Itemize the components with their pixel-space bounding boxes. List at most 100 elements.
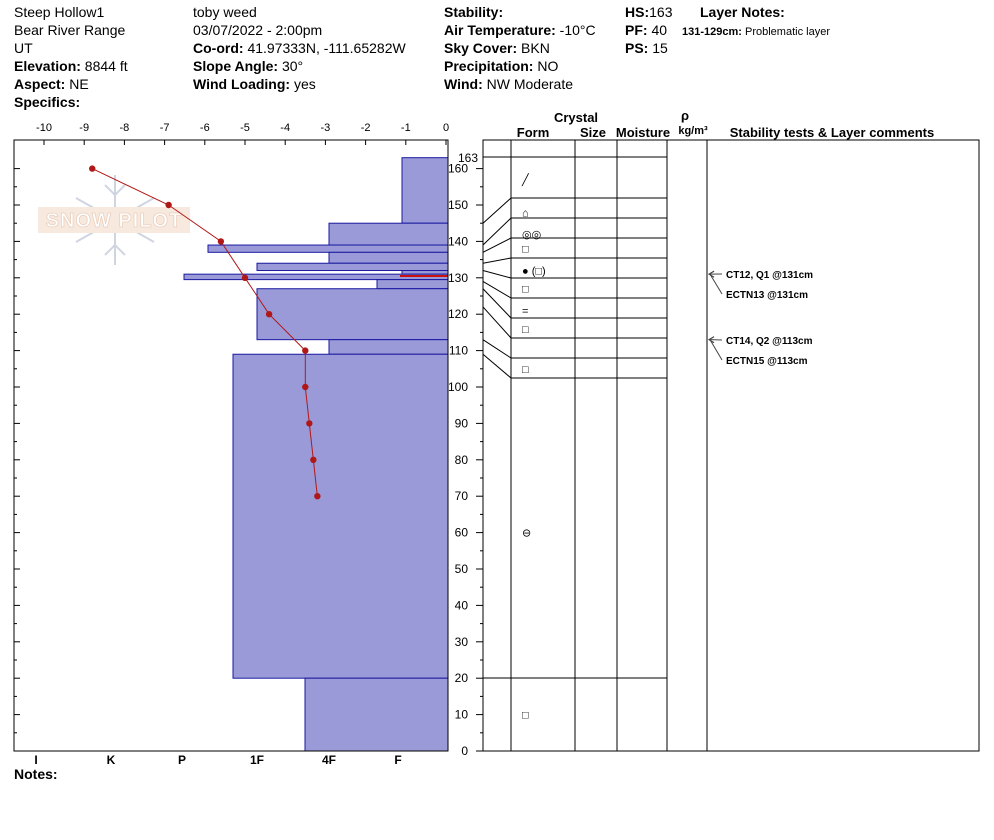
layer-connector: [482, 339, 512, 359]
layer-connector: [482, 281, 512, 299]
arrow-icon: [708, 270, 715, 278]
wind-row: Wind: NW Moderate: [444, 76, 573, 93]
temperature-point: [265, 311, 273, 318]
slope-row: Slope Angle: 30°: [193, 58, 303, 75]
coord-label: Co-ord:: [193, 40, 244, 56]
temperature-point: [310, 456, 317, 463]
temp-tick-label: -2: [361, 122, 371, 134]
hardness-bar: [328, 339, 449, 355]
crystal-form-symbol: □: [522, 364, 529, 376]
stability-test-label: CT14, Q2 @113cm: [726, 336, 813, 347]
hs-row: HS:163: [625, 4, 672, 21]
air-temp-row: Air Temperature: -10°C: [444, 22, 596, 39]
hardness-label: P: [178, 753, 186, 767]
hardness-axis: I K P 1F 4F F: [34, 753, 401, 767]
hardness-label: K: [107, 753, 116, 767]
hardness-label: I: [34, 753, 37, 767]
height-tick-label: 30: [455, 635, 469, 649]
temp-tick-label: -1: [401, 122, 411, 134]
hardness-label: 4F: [322, 753, 336, 767]
stability-test-label: ECTN13 @131cm: [726, 290, 808, 301]
height-tick-label: 120: [448, 307, 468, 321]
pf-value: 40: [651, 22, 668, 38]
air-temp-value: -10°C: [559, 22, 596, 38]
state: UT: [14, 40, 33, 56]
notes-label: Notes:: [14, 766, 58, 782]
height-axis: 0 10 20 30 40 50 60 70 80 90 100 110 120 130 140 150 160…: [14, 151, 483, 758]
wind-label: Wind:: [444, 76, 483, 92]
temperature-point: [217, 238, 225, 245]
crystal-header: Crystal: [554, 110, 598, 125]
temperature-point: [306, 420, 313, 427]
stability-header: Stability tests & Layer comments: [730, 125, 934, 140]
temp-tick-label: -6: [200, 122, 210, 134]
temp-tick-label: -7: [160, 122, 170, 134]
crystal-form-symbol: ⌂: [522, 207, 529, 219]
ps-label: PS:: [625, 40, 649, 56]
sky-label: Sky Cover:: [444, 40, 518, 56]
ps-value: 15: [652, 40, 668, 56]
density-unit-header: kg/m³: [678, 125, 708, 137]
height-tick-label: 110: [449, 344, 468, 358]
sky-value: BKN: [521, 40, 550, 56]
height-tick-label: 0: [461, 744, 468, 758]
height-tick-label: 140: [448, 234, 468, 248]
crystal-form-symbol: □: [522, 284, 529, 296]
hardness-bar: [207, 244, 449, 253]
form-header: Form: [517, 125, 550, 140]
hardness-bar: [376, 279, 449, 290]
aspect-label: Aspect:: [14, 76, 66, 92]
temperature-point: [302, 347, 309, 354]
watermark-band: [38, 207, 190, 233]
height-tick-label: 80: [455, 453, 469, 467]
height-tick-label: 70: [455, 489, 469, 503]
wind-loading-value: yes: [293, 76, 316, 92]
hardness-bar: [401, 157, 449, 224]
hardness-bar: [256, 288, 449, 341]
temperature-point: [241, 274, 249, 281]
temperature-axis: -10 -9 -8 -7 -6 -5 -4 -3 -2 -1 0: [36, 122, 449, 145]
hardness-bar: [401, 270, 449, 275]
pf-row: PF: 40: [625, 22, 667, 39]
crystal-form-symbol: ⊖: [522, 528, 531, 540]
table-rows: [483, 156, 667, 679]
temperature-point: [89, 165, 96, 172]
rho-header: ρ: [681, 108, 689, 123]
layer-connector: [482, 257, 512, 264]
layer-notes-label: Layer Notes:: [700, 4, 785, 20]
layer-connector: [482, 217, 512, 246]
height-tick-label: 160: [448, 162, 468, 176]
hardness-bars: [183, 157, 449, 752]
hardness-bar: [232, 353, 449, 679]
height-tick-label: 50: [455, 562, 469, 576]
height-tick-label: 90: [455, 416, 469, 430]
crystal-form-symbol: ◎◎: [522, 229, 541, 241]
stability-test-label: CT12, Q1 @131cm: [726, 270, 813, 281]
temp-tick-label: -5: [240, 122, 250, 134]
aspect-value: NE: [69, 76, 89, 92]
moisture-header: Moisture: [616, 125, 670, 140]
temperature-profile: [89, 165, 321, 500]
temperature-point: [314, 493, 321, 500]
crystal-forms: ╱ ⌂ ◎◎ □ ● (□) □ = □ □ ⊖ □: [521, 173, 546, 722]
hardness-label: F: [394, 753, 401, 767]
profile-frame: [13, 139, 449, 752]
temp-tick-label: -3: [321, 122, 331, 134]
temperature-line: [92, 168, 318, 497]
arrow-icon: [708, 336, 715, 344]
stability-test-pointer: [709, 339, 723, 361]
layer-note-text: Problematic layer: [745, 26, 830, 38]
site-name: Steep Hollow1: [14, 4, 105, 20]
hardness-bar: [256, 262, 449, 272]
sky-row: Sky Cover: BKN: [444, 40, 550, 57]
layer-note: 131-129cm: Problematic layer: [682, 24, 830, 41]
air-temp-label: Air Temperature:: [444, 22, 556, 38]
layer-connector: [482, 270, 512, 279]
layer-connector: [482, 237, 512, 253]
layer-connector: [482, 288, 512, 319]
temp-tick-label: -4: [280, 122, 290, 134]
observer: toby weed: [193, 4, 257, 20]
height-tick-label: 100: [448, 380, 468, 394]
hardness-bar: [328, 222, 449, 246]
